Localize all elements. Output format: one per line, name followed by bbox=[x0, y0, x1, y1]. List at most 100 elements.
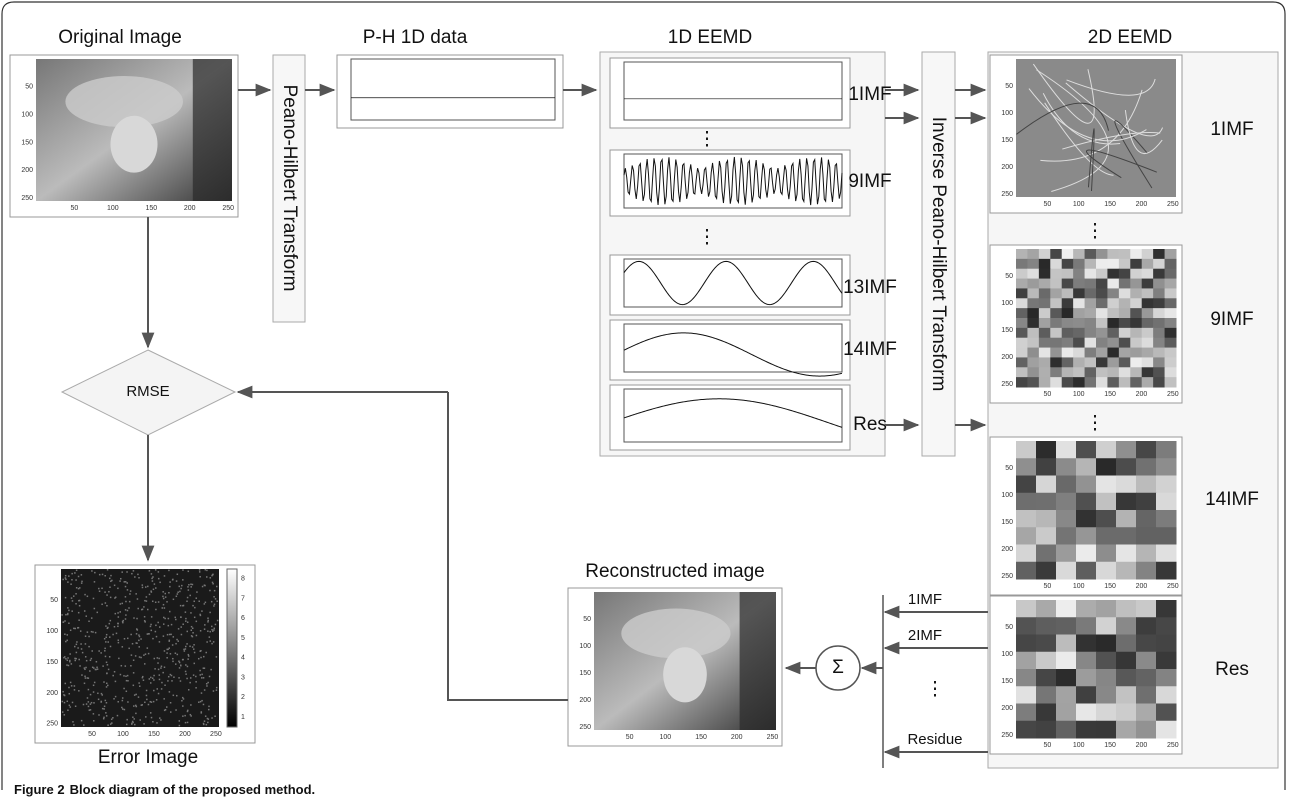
image-part bbox=[153, 589, 155, 591]
image-block bbox=[1107, 288, 1119, 298]
image-part bbox=[96, 667, 98, 669]
image-block bbox=[1039, 377, 1051, 387]
image-block bbox=[1142, 338, 1154, 348]
image-part bbox=[68, 665, 70, 667]
image-part bbox=[208, 706, 210, 708]
image-block bbox=[1119, 269, 1131, 279]
image-part bbox=[144, 600, 146, 602]
image-part bbox=[109, 578, 111, 580]
caption-text: Block diagram of the proposed method. bbox=[70, 782, 316, 797]
image-block bbox=[1096, 249, 1108, 259]
y-tick-label: 100 bbox=[1001, 651, 1013, 658]
image-part bbox=[214, 628, 216, 630]
colorbar-tick: 2 bbox=[241, 694, 245, 701]
image-part bbox=[204, 667, 206, 669]
image-part bbox=[75, 705, 77, 707]
image-part bbox=[122, 603, 124, 605]
image-block bbox=[1107, 269, 1119, 279]
image-part bbox=[97, 612, 99, 614]
image-part bbox=[150, 624, 152, 626]
image-part bbox=[73, 595, 75, 597]
image-part bbox=[92, 631, 94, 633]
image-part bbox=[199, 650, 201, 652]
image-part bbox=[115, 613, 117, 615]
image-part bbox=[187, 586, 189, 588]
image-part bbox=[131, 654, 133, 656]
image-part bbox=[107, 664, 109, 666]
image-part bbox=[147, 609, 149, 611]
image-part bbox=[98, 699, 100, 701]
image-part bbox=[164, 666, 166, 668]
image-part bbox=[212, 574, 214, 576]
panel-title: 2D EEMD bbox=[1088, 27, 1172, 48]
image-part bbox=[169, 691, 171, 693]
image-part bbox=[158, 669, 160, 671]
image-block bbox=[1056, 635, 1077, 653]
image-part bbox=[143, 606, 145, 608]
image-part bbox=[91, 631, 93, 633]
image-part bbox=[145, 653, 147, 655]
image-part bbox=[104, 648, 106, 650]
image-block bbox=[1027, 279, 1039, 289]
image-part bbox=[190, 586, 192, 588]
image-block bbox=[1156, 476, 1177, 494]
image-part bbox=[149, 570, 151, 572]
image-block bbox=[1039, 338, 1051, 348]
image-part bbox=[67, 581, 69, 583]
image-block bbox=[1116, 669, 1137, 687]
image-block bbox=[1039, 328, 1051, 338]
image-part bbox=[93, 691, 95, 693]
image-block bbox=[1085, 338, 1097, 348]
image-part bbox=[81, 674, 83, 676]
image-block bbox=[1050, 318, 1062, 328]
image-block bbox=[1096, 279, 1108, 289]
image-block bbox=[1073, 348, 1085, 358]
image-block bbox=[1016, 367, 1028, 377]
image-part bbox=[195, 681, 197, 683]
image-part bbox=[89, 709, 91, 711]
image-part bbox=[62, 691, 64, 693]
image-part bbox=[204, 720, 206, 722]
image-block bbox=[1073, 308, 1085, 318]
image-part bbox=[185, 620, 187, 622]
image-part bbox=[93, 702, 95, 704]
image-part bbox=[172, 579, 174, 581]
image-part bbox=[93, 713, 95, 715]
image-block bbox=[1027, 328, 1039, 338]
image-part bbox=[114, 626, 116, 628]
image-block bbox=[1165, 259, 1177, 269]
image-block bbox=[1076, 510, 1097, 528]
image-part bbox=[206, 570, 208, 572]
image-part bbox=[204, 585, 206, 587]
image-block bbox=[1027, 298, 1039, 308]
image-part bbox=[125, 676, 127, 678]
image-block bbox=[1130, 318, 1142, 328]
image-part bbox=[190, 583, 192, 585]
image-part bbox=[85, 635, 87, 637]
image-part bbox=[180, 588, 182, 590]
image-block bbox=[1116, 721, 1137, 739]
image-part bbox=[179, 586, 181, 588]
image-block bbox=[1142, 288, 1154, 298]
image-block bbox=[1107, 298, 1119, 308]
image-part bbox=[128, 648, 130, 650]
component-label: 9IMF bbox=[1210, 309, 1253, 330]
image-part bbox=[134, 724, 136, 726]
image-part bbox=[187, 621, 189, 623]
image-part bbox=[157, 657, 159, 659]
image-part bbox=[168, 618, 170, 620]
image-part bbox=[106, 634, 108, 636]
panel-title: Error Image bbox=[98, 747, 198, 768]
image-part bbox=[151, 578, 153, 580]
image-part bbox=[206, 641, 208, 643]
image-part bbox=[117, 626, 119, 628]
image-block bbox=[1056, 669, 1077, 687]
image-part bbox=[81, 574, 83, 576]
image-part bbox=[193, 674, 195, 676]
image-part bbox=[79, 605, 81, 607]
image-block bbox=[1027, 288, 1039, 298]
image-part bbox=[147, 586, 149, 588]
colorbar-tick: 8 bbox=[241, 576, 245, 583]
image-part bbox=[208, 709, 210, 711]
image-part bbox=[168, 676, 170, 678]
